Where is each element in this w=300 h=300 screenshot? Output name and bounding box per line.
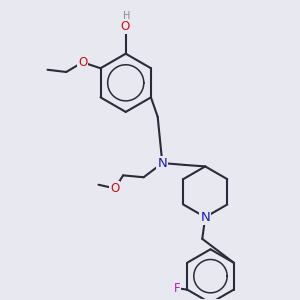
Text: N: N <box>158 157 167 169</box>
Text: O: O <box>120 20 130 33</box>
Text: N: N <box>200 211 210 224</box>
Text: O: O <box>110 182 119 195</box>
Text: O: O <box>78 56 87 69</box>
Text: H: H <box>123 11 130 21</box>
Text: F: F <box>173 282 180 295</box>
